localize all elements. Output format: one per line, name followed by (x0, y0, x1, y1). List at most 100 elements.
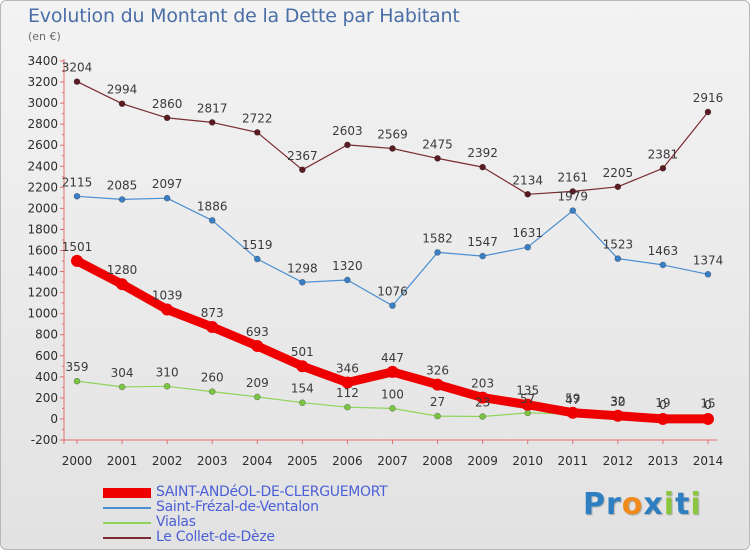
data-label: 447 (381, 351, 404, 365)
data-point (299, 278, 306, 286)
data-point (659, 261, 667, 269)
data-point (431, 378, 444, 391)
series-saint-andeol-de-clerguemort (71, 254, 714, 425)
data-label: 1320 (332, 259, 363, 273)
data-label: 260 (201, 371, 224, 385)
data-point (344, 403, 351, 411)
data-point (299, 166, 306, 174)
legend-label: Vialas (156, 514, 196, 530)
data-point (569, 188, 577, 195)
data-label: 346 (336, 362, 359, 376)
data-point (701, 412, 714, 425)
data-label: 2392 (467, 146, 498, 160)
y-tick-label: 3400 (27, 54, 58, 68)
data-point (566, 406, 579, 419)
data-point (521, 398, 534, 411)
y-tick-label: -200 (31, 433, 58, 447)
data-point (656, 412, 669, 425)
y-tick-label: 1400 (27, 265, 58, 279)
y-tick-label: 2200 (27, 180, 58, 194)
legend-swatch (103, 522, 151, 524)
data-label: 693 (246, 325, 269, 339)
data-point (569, 207, 577, 214)
data-label: 310 (156, 365, 179, 379)
data-label: 2115 (62, 175, 93, 189)
data-point (161, 303, 174, 316)
data-point (524, 243, 532, 251)
data-point (389, 145, 396, 152)
logo-letter: i (690, 487, 702, 522)
data-label: 3204 (62, 61, 93, 75)
data-point (208, 119, 216, 126)
data-point (71, 254, 83, 267)
data-label: 873 (201, 306, 224, 320)
data-point (524, 190, 532, 198)
data-point (614, 255, 622, 262)
y-tick-label: 1000 (27, 307, 58, 321)
legend-swatch (103, 507, 151, 509)
legend-label: SAINT-ANDéOL-DE-CLERGUEMORT (156, 484, 388, 500)
data-label: 2134 (512, 173, 543, 187)
data-point (163, 194, 171, 202)
data-label: 57 (520, 392, 535, 406)
data-label: 1501 (62, 240, 93, 254)
data-label: 15 (700, 396, 715, 410)
data-label: 2367 (287, 149, 318, 163)
data-label: 47 (565, 393, 580, 407)
data-label: 2381 (648, 147, 679, 161)
data-label: 2097 (152, 177, 183, 191)
logo-letter: i (663, 487, 676, 522)
data-label: 1374 (693, 253, 724, 267)
proxiti-logo: Proxiti (583, 487, 702, 522)
data-point (118, 100, 126, 108)
legend-label: Saint-Frézal-de-Ventalon (156, 499, 319, 515)
data-label: 1280 (107, 263, 138, 277)
data-point (524, 409, 532, 417)
data-label: 1547 (467, 235, 498, 249)
data-label: 203 (471, 377, 494, 391)
data-label: 2603 (332, 124, 363, 138)
data-label: 1039 (152, 289, 183, 303)
data-label: 2994 (107, 83, 138, 97)
data-label: 154 (291, 382, 314, 396)
data-point (479, 413, 486, 420)
data-label: 100 (381, 387, 404, 401)
y-tick-label: 200 (35, 391, 58, 405)
data-label: 0 (704, 398, 712, 412)
data-point (73, 192, 81, 200)
data-label: 2817 (197, 101, 228, 115)
data-point (479, 163, 486, 171)
data-point (73, 78, 81, 85)
data-point (118, 196, 126, 203)
axes: -200020040060080010001200140016001800200… (27, 54, 723, 468)
x-tick-label: 2012 (603, 454, 634, 468)
y-tick-label: 800 (35, 328, 58, 342)
data-point (434, 412, 441, 420)
x-tick-label: 2014 (693, 454, 724, 468)
data-label: 2860 (152, 97, 183, 111)
data-point (341, 376, 354, 389)
data-label: 326 (426, 364, 449, 378)
data-label: 59 (565, 392, 580, 406)
data-label: 1463 (648, 244, 679, 258)
legend-label: Le Collet-de-Dèze (156, 529, 275, 545)
data-label: 23 (475, 396, 490, 410)
data-point (208, 217, 216, 224)
data-point (476, 391, 489, 404)
logo-letter: r (606, 487, 622, 522)
data-label: 1519 (242, 238, 273, 252)
data-label: 32 (610, 395, 625, 409)
logo-letter: P (583, 487, 606, 522)
x-tick-label: 2010 (512, 454, 543, 468)
y-tick-label: 3000 (27, 96, 58, 110)
data-label: 1979 (557, 190, 588, 204)
legend-swatch (103, 537, 151, 539)
data-point (344, 141, 351, 149)
y-tick-label: 2000 (27, 201, 58, 215)
data-point (163, 383, 171, 390)
y-tick-label: 2600 (27, 138, 58, 152)
x-tick-label: 2000 (62, 454, 93, 468)
data-label: 2475 (422, 137, 453, 151)
data-label: 209 (246, 376, 269, 390)
